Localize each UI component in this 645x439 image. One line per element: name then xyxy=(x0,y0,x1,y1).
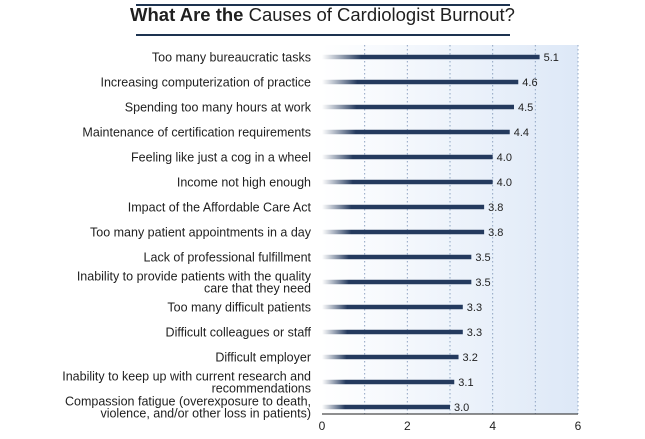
x-tick-label: 2 xyxy=(404,419,411,433)
bar xyxy=(322,54,540,60)
chart-title: What Are the Causes of Cardiologist Burn… xyxy=(128,4,517,30)
category-label: Compassion fatigue (overexposure to deat… xyxy=(65,395,311,421)
x-tick-label: 4 xyxy=(489,419,496,433)
bar-value-label: 3.5 xyxy=(475,252,490,264)
bar-value-label: 3.8 xyxy=(488,202,503,214)
bar xyxy=(322,204,485,210)
bar-value-label: 3.3 xyxy=(467,302,482,314)
category-label: Income not high enough xyxy=(177,176,311,190)
x-tick-layer: 0 2 4 6 xyxy=(319,419,582,433)
bar xyxy=(322,79,519,85)
category-label-line: Income not high enough xyxy=(177,176,311,190)
category-label: Too many difficult patients xyxy=(167,301,311,315)
bars-layer xyxy=(322,54,540,410)
category-label-line: Difficult colleagues or staff xyxy=(166,326,312,340)
bar xyxy=(322,179,493,185)
category-label-line: Too many patient appointments in a day xyxy=(90,226,312,240)
category-label-line: Too many difficult patients xyxy=(167,301,311,315)
category-label: Difficult employer xyxy=(215,351,311,365)
bar-value-label: 3.1 xyxy=(458,377,473,389)
category-label-line: Feeling like just a cog in a wheel xyxy=(131,151,311,165)
bar-value-label: 3.5 xyxy=(475,277,490,289)
bar xyxy=(322,254,472,260)
category-label: Difficult colleagues or staff xyxy=(166,326,312,340)
category-label-line: Lack of professional fulfillment xyxy=(144,251,312,265)
value-labels-layer: 5.1 4.6 4.5 4.4 4.0 4.0 3.8 3.8 3.5 3.5 3.3 3.3 3.2 3… xyxy=(454,52,559,414)
category-label: Too many patient appointments in a day xyxy=(90,226,312,240)
chart-title-bold: What Are the xyxy=(130,4,244,25)
category-label: Too many bureaucratic tasks xyxy=(152,51,311,65)
chart-title-regular: Causes of Cardiologist Burnout? xyxy=(248,4,515,25)
category-label-line: Inability to provide patients with the q… xyxy=(77,270,312,284)
category-label-line: Compassion fatigue (overexposure to deat… xyxy=(65,395,311,409)
category-label: Increasing computerization of practice xyxy=(100,76,311,90)
bar xyxy=(322,104,514,110)
category-label-line: Difficult employer xyxy=(215,351,311,365)
category-label-line: care that they need xyxy=(204,282,311,296)
title-rule-bottom xyxy=(136,34,510,36)
category-label: Feeling like just a cog in a wheel xyxy=(131,151,311,165)
bar-value-label: 4.6 xyxy=(522,77,537,89)
x-tick-label: 0 xyxy=(319,419,326,433)
bar xyxy=(322,304,463,310)
category-label-line: Maintenance of certification requirement… xyxy=(82,126,311,140)
category-label: Inability to provide patients with the q… xyxy=(77,270,312,296)
category-label: Inability to keep up with current resear… xyxy=(62,370,311,396)
category-label: Spending too many hours at work xyxy=(125,101,312,115)
bar-value-label: 4.0 xyxy=(497,152,512,164)
bar-value-label: 3.8 xyxy=(488,227,503,239)
title-rule-top xyxy=(136,4,510,6)
category-label-line: Impact of the Affordable Care Act xyxy=(128,201,312,215)
category-label-line: recommendations xyxy=(212,382,311,396)
bar xyxy=(322,329,463,335)
bar xyxy=(322,404,450,410)
bar xyxy=(322,154,493,160)
bar xyxy=(322,379,455,385)
bar-value-label: 3.3 xyxy=(467,327,482,339)
title-container: What Are the Causes of Cardiologist Burn… xyxy=(0,4,645,30)
category-label-line: Too many bureaucratic tasks xyxy=(152,51,311,65)
bar-value-label: 3.0 xyxy=(454,402,469,414)
bar xyxy=(322,229,485,235)
bar-value-label: 4.5 xyxy=(518,102,533,114)
bar xyxy=(322,129,510,135)
category-label-line: violence, and/or other loss in patients) xyxy=(100,407,311,421)
bar-value-label: 4.4 xyxy=(514,127,529,139)
category-label-line: Inability to keep up with current resear… xyxy=(62,370,311,384)
category-label: Lack of professional fulfillment xyxy=(144,251,312,265)
category-label: Maintenance of certification requirement… xyxy=(82,126,311,140)
category-label: Impact of the Affordable Care Act xyxy=(128,201,312,215)
category-label-line: Increasing computerization of practice xyxy=(100,76,311,90)
bar-value-label: 3.2 xyxy=(463,352,478,364)
bar-value-label: 5.1 xyxy=(544,52,559,64)
bar xyxy=(322,354,459,360)
category-labels-layer: Too many bureaucratic tasks Increasing co… xyxy=(62,51,311,421)
bar-value-label: 4.0 xyxy=(497,177,512,189)
category-label-line: Spending too many hours at work xyxy=(125,101,312,115)
bar xyxy=(322,279,472,285)
x-tick-label: 6 xyxy=(575,419,582,433)
